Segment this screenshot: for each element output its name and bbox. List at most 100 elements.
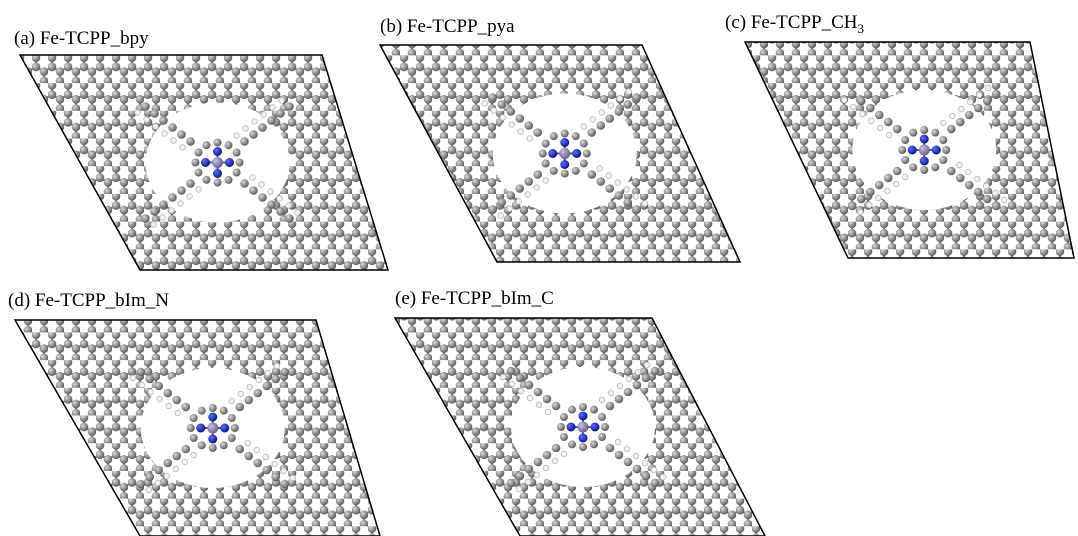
hydrogen-atom [552, 458, 558, 464]
panel-label: (c) Fe-TCPP_CH3 [725, 12, 864, 36]
hydrogen-atom [191, 452, 197, 458]
carbon-atom [572, 167, 580, 175]
carbon-atom [220, 407, 228, 415]
carbon-atom [524, 177, 533, 186]
carbon-atom [271, 473, 280, 482]
hydrogen-atom [615, 439, 621, 445]
hydrogen-atom [534, 472, 540, 478]
carbon-atom [235, 445, 244, 454]
carbon-atom [172, 396, 181, 405]
carbon-atom [965, 181, 974, 190]
iron-atom [212, 157, 223, 168]
carbon-atom [956, 118, 965, 127]
hydrogen-atom [243, 126, 249, 132]
carbon-atom [939, 156, 947, 164]
carbon-atom [901, 156, 909, 164]
hydrogen-atom [617, 96, 623, 102]
hydrogen-atom [841, 97, 847, 103]
hydrogen-atom [525, 479, 531, 485]
hydrogen-atom [263, 454, 269, 460]
hydrogen-atom [626, 376, 632, 382]
carbon-atom [539, 150, 547, 158]
hydrogen-atom [525, 192, 531, 198]
carbon-atom [947, 125, 956, 134]
carbon-atom [228, 434, 236, 442]
hydrogen-atom [254, 447, 260, 453]
hydrogen-atom [259, 182, 265, 188]
nitrogen-atom [208, 435, 217, 444]
hydrogen-atom [534, 185, 540, 191]
carbon-atom [516, 374, 525, 383]
carbon-atom [159, 116, 168, 125]
carbon-atom [614, 107, 623, 116]
nitrogen-atom [213, 169, 222, 178]
carbon-atom [893, 125, 902, 134]
hydrogen-atom [130, 375, 136, 381]
nitrogen-atom [567, 423, 576, 432]
hydrogen-atom [850, 104, 856, 110]
hydrogen-atom [277, 196, 283, 202]
carbon-atom [271, 375, 280, 384]
hydrogen-atom [182, 459, 188, 465]
hydrogen-atom [274, 363, 280, 369]
carbon-atom [550, 132, 558, 140]
hydrogen-atom [868, 118, 874, 124]
nitrogen-atom [196, 424, 205, 433]
carbon-atom [552, 444, 561, 453]
carbon-atom [596, 121, 605, 130]
carbon-atom [186, 179, 195, 188]
carbon-atom [190, 434, 198, 442]
hydrogen-atom [272, 461, 278, 467]
hydrogen-atom [281, 468, 287, 474]
hydrogen-atom [500, 374, 506, 380]
hydrogen-atom [877, 125, 883, 131]
hydrogen-atom [543, 465, 549, 471]
carbon-atom [497, 100, 506, 109]
hydrogen-atom [615, 180, 621, 186]
hydrogen-atom [633, 453, 639, 459]
carbon-atom [606, 444, 615, 453]
carbon-atom [587, 128, 596, 137]
hydrogen-atom [608, 390, 614, 396]
hydrogen-atom [967, 99, 973, 105]
carbon-atom [253, 389, 262, 398]
nitrogen-atom [579, 434, 588, 443]
carbon-atom [615, 451, 624, 460]
carbon-atom [898, 146, 906, 154]
panel-label: (a) Fe-TCPP_bpy [14, 28, 149, 49]
carbon-atom [163, 389, 172, 398]
carbon-atom [560, 413, 568, 421]
carbon-atom [194, 169, 202, 177]
carbon-atom [534, 458, 543, 467]
carbon-atom [276, 109, 285, 118]
hydrogen-atom [606, 173, 612, 179]
hydrogen-atom [527, 395, 533, 401]
carbon-atom [931, 163, 939, 171]
hydrogen-atom [635, 369, 641, 375]
carbon-atom [875, 181, 884, 190]
hydrogen-atom [857, 209, 863, 215]
hydrogen-atom [983, 183, 989, 189]
carbon-atom [285, 102, 294, 111]
carbon-atom [590, 440, 598, 448]
carbon-atom [524, 121, 533, 130]
carbon-atom [198, 441, 206, 449]
hydrogen-atom [238, 391, 244, 397]
nitrogen-atom [908, 146, 917, 155]
carbon-atom [214, 179, 222, 187]
iron-atom [559, 148, 570, 159]
carbon-atom [244, 396, 253, 405]
carbon-atom [186, 137, 195, 146]
carbon-atom [580, 140, 588, 148]
carbon-atom [172, 452, 181, 461]
carbon-atom [848, 90, 857, 99]
carbon-atom [231, 424, 239, 432]
carbon-atom [488, 93, 497, 102]
carbon-atom [901, 136, 909, 144]
carbon-atom [642, 472, 651, 481]
nitrogen-atom [579, 412, 588, 421]
nitrogen-atom [201, 158, 210, 167]
carbon-atom [280, 480, 289, 489]
carbon-atom [857, 195, 866, 204]
carbon-atom [598, 413, 606, 421]
